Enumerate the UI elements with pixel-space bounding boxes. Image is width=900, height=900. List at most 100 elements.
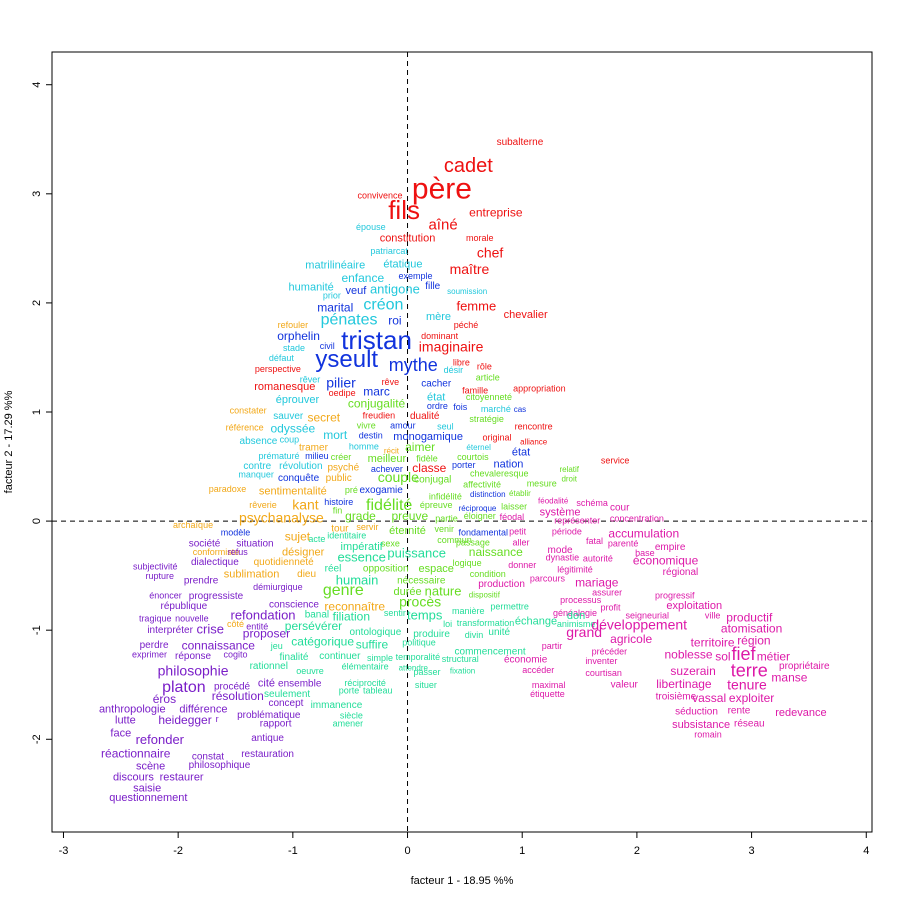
word-point: psyché: [327, 462, 359, 473]
word-point: anthropologie: [99, 704, 166, 716]
word-point: amour: [390, 421, 416, 431]
word-point: constater: [230, 405, 267, 415]
word-point: parcours: [530, 573, 566, 583]
word-point: continuer: [319, 651, 361, 662]
word-point: étiquette: [530, 689, 565, 699]
word-point: discours: [113, 771, 154, 783]
word-point: femme: [456, 299, 496, 314]
word-point: durée: [393, 586, 421, 598]
word-point: progressiste: [189, 591, 244, 602]
word-point: enfance: [341, 271, 384, 285]
word-point: dialectique: [191, 557, 239, 568]
word-point: réel: [325, 564, 342, 575]
word-point: sauver: [273, 411, 304, 422]
word-point: nouvelle: [175, 614, 209, 624]
word-point: seigneurial: [625, 610, 669, 620]
x-tick-label: 1: [519, 845, 525, 857]
word-point: politique: [402, 638, 436, 648]
word-point: dualité: [410, 411, 440, 422]
word-point: rêver: [300, 375, 321, 385]
word-point: désir: [444, 365, 464, 375]
word-point: divin: [465, 630, 484, 640]
word-point: fondamental: [458, 527, 508, 537]
word-point: immanence: [311, 700, 363, 711]
word-point: sexe: [381, 538, 400, 548]
word-point: grand: [566, 624, 602, 640]
word-point: autorité: [583, 554, 613, 564]
word-point: différence: [179, 704, 227, 716]
word-point: face: [110, 728, 131, 740]
word-point: servir: [356, 522, 378, 532]
word-point: unité: [488, 627, 510, 638]
word-point: milieu: [305, 451, 329, 461]
word-point: conjugalité: [348, 397, 406, 411]
word-point: commun: [437, 535, 472, 545]
word-point: restauration: [241, 749, 294, 760]
word-point: chevaleresque: [470, 469, 529, 479]
word-point: courtois: [457, 452, 489, 462]
word-point: épreuve: [420, 500, 453, 510]
word-point: couple: [378, 469, 419, 485]
word-point: meilleur: [368, 453, 407, 465]
word-point: sujet: [285, 530, 311, 544]
word-point: essence: [337, 550, 385, 565]
word-point: perspective: [255, 364, 301, 374]
word-point: seul: [437, 422, 454, 432]
word-point: proposer: [243, 627, 290, 641]
word-point: morale: [466, 233, 494, 243]
word-point: procès: [399, 594, 441, 610]
word-point: précéder: [592, 646, 628, 656]
word-point: transformation: [457, 618, 515, 628]
word-point: r: [216, 714, 219, 724]
word-point: parenté: [608, 538, 639, 548]
word-point: exogamie: [359, 485, 403, 496]
x-tick-label: 3: [749, 845, 755, 857]
word-point: fois: [453, 402, 468, 412]
word-point: persévérer: [285, 619, 342, 633]
word-point: révolution: [279, 461, 322, 472]
word-point: exploitation: [666, 600, 722, 612]
word-point: réseau: [734, 719, 765, 730]
word-point: refus: [228, 547, 249, 557]
word-point: saisie: [133, 782, 161, 794]
word-point: rupture: [146, 571, 175, 581]
word-point: passage: [456, 537, 490, 547]
word-point: stratégie: [469, 414, 504, 424]
word-point: cour: [610, 503, 630, 514]
word-point: période: [552, 526, 582, 536]
word-point: patriarcat: [370, 246, 408, 256]
word-point: créon: [363, 296, 403, 313]
word-point: alliance: [520, 438, 548, 447]
word-point: kant: [292, 497, 319, 513]
word-point: cacher: [421, 378, 452, 389]
word-point: concentration: [610, 513, 664, 523]
word-point: refonder: [136, 732, 185, 747]
word-point: productif: [726, 610, 773, 624]
word-point: valeur: [611, 679, 639, 690]
word-point: acte: [308, 534, 325, 544]
word-point: pénates: [321, 312, 378, 329]
word-point: courtisan: [585, 668, 622, 678]
word-point: conquête: [278, 473, 320, 484]
word-point: porter: [452, 460, 476, 470]
word-point: inventer: [585, 656, 617, 666]
word-point: produire: [413, 629, 450, 640]
word-point: puissance: [387, 545, 446, 560]
word-point: oedipe: [329, 388, 356, 398]
word-point: mariage: [575, 575, 619, 589]
y-axis-title: facteur 2 - 17.29 %%: [3, 390, 15, 493]
x-tick-label: 4: [863, 845, 869, 857]
word-point: entité: [246, 621, 268, 631]
word-point: métier: [757, 650, 790, 664]
word-point: conformiste: [193, 547, 240, 557]
word-point: étatique: [383, 259, 422, 271]
word-point: rôle: [477, 362, 492, 372]
word-point: venir: [434, 524, 454, 534]
word-point: mère: [426, 311, 451, 323]
word-point: fille: [425, 281, 440, 292]
word-point: finalité: [280, 652, 309, 663]
word-point: mort: [323, 428, 348, 442]
y-tick-label: 4: [31, 82, 43, 88]
word-point: passer: [414, 667, 441, 677]
word-point: fixation: [450, 667, 475, 676]
